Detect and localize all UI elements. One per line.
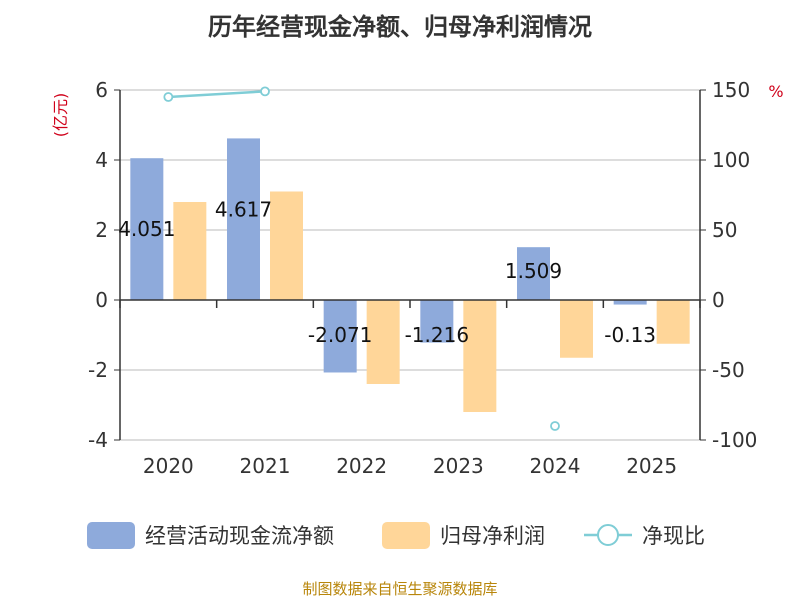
right-axis-unit: % [768,82,783,101]
right-tick-label: 50 [712,218,737,242]
legend-swatch [382,522,430,549]
category-label: 2022 [336,454,387,478]
legend[interactable]: 经营活动现金流净额 归母净利润 净现比 [87,522,705,549]
left-tick-label: 0 [95,288,108,312]
right-tick-label: -50 [712,358,745,382]
left-tick-label: 4 [95,148,108,172]
legend-label: 净现比 [642,524,705,548]
ratio-point[interactable] [163,92,174,102]
category-label: 2025 [626,454,677,478]
data-label: 4.051 [118,217,175,241]
net-profit-bar[interactable] [270,191,303,301]
cashflow-bar[interactable] [420,300,454,343]
data-label: -0.13 [604,323,656,347]
category-label: 2024 [530,454,581,478]
data-label: -2.071 [308,323,372,347]
ratio-line-segment [168,90,266,99]
bars [130,138,690,412]
category-label: 2020 [143,454,194,478]
legend-item[interactable]: 经营活动现金流净额 [87,522,334,549]
legend-item[interactable]: 净现比 [584,524,705,548]
net-profit-bar[interactable] [656,300,690,344]
legend-item[interactable]: 归母净利润 [382,522,545,549]
chart-title: 历年经营现金净额、归母净利润情况 [208,13,592,41]
right-tick-label: 100 [712,148,750,172]
cashflow-bar[interactable] [323,300,357,373]
legend-swatch [87,522,135,549]
data-label: 4.617 [215,197,272,221]
cashflow-bar[interactable] [517,247,550,300]
source-note: 制图数据来自恒生聚源数据库 [302,580,497,598]
category-label: 2023 [433,454,484,478]
category-label: 2021 [240,454,291,478]
left-tick-label: 6 [95,78,108,102]
right-tick-label: 0 [712,288,725,312]
legend-label: 经营活动现金流净额 [145,524,334,548]
data-label: 1.509 [505,259,562,283]
axes: 6 4 2 0 -2 -4 150 100 50 0 -50 -100 2020 2021 2022 2023… [88,78,757,478]
cashflow-bar[interactable] [130,158,164,300]
net-profit-bar[interactable] [366,300,400,384]
data-label: -1.216 [405,323,469,347]
ratio-point[interactable] [260,86,270,97]
data-labels: 4.051 4.617 -2.071 -1.216 1.509 -0.13 [118,197,656,347]
left-tick-label: -4 [88,428,108,452]
grid-lines [120,89,700,441]
ratio-point[interactable] [550,421,560,431]
legend-marker [597,524,619,546]
net-profit-bar[interactable] [463,300,497,412]
net-profit-bar[interactable] [173,202,207,300]
net-profit-bar[interactable] [560,300,593,358]
left-tick-label: -2 [88,358,108,382]
right-tick-label: -100 [712,428,757,452]
left-tick-label: 2 [95,218,108,242]
cashflow-bar[interactable] [227,138,260,300]
left-axis-unit: (亿元) [51,93,70,138]
legend-label: 归母净利润 [440,524,545,548]
cashflow-bar[interactable] [613,300,647,305]
ratio-line [163,86,560,431]
right-tick-label: 150 [712,78,750,102]
